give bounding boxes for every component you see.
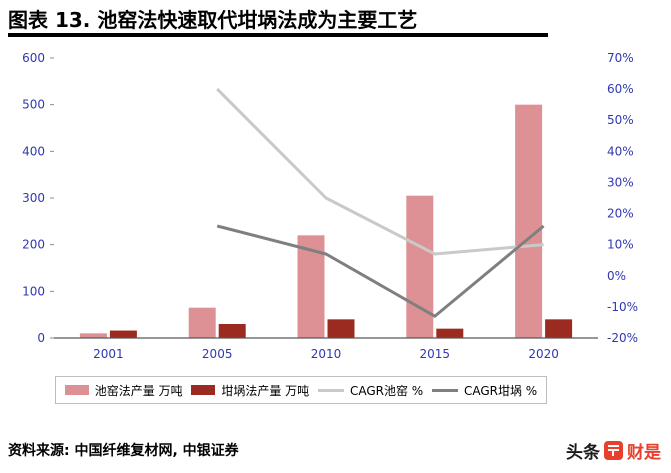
right-axis-tick: 30% [607, 175, 634, 189]
bar-坩埚法产量 万吨-2005 [218, 324, 246, 338]
bar-坩埚法产量 万吨-2015 [436, 328, 464, 338]
watermark: 头条 财是 [566, 438, 661, 463]
legend-label-cagr-pool-kiln: CAGR池窑 % [349, 383, 424, 398]
left-axis-tick: 0 [37, 331, 45, 345]
figure-title: 图表 13. 池窑法快速取代坩埚法成为主要工艺 [8, 8, 418, 32]
x-axis-label: 2020 [528, 347, 559, 361]
right-axis-tick: 40% [607, 144, 634, 158]
legend-label-cagr-crucible: CAGR坩埚 % [463, 383, 538, 398]
legend-swatch-pool-kiln [64, 385, 89, 395]
legend-swatch-cagr-pool-kiln [317, 388, 344, 392]
right-axis-tick: -20% [607, 331, 638, 345]
title-underline [8, 33, 548, 37]
legend-item-cagr-pool-kiln: CAGR池窑 % [317, 382, 424, 399]
right-axis-tick: 70% [607, 51, 634, 65]
legend-item-cagr-crucible: CAGR坩埚 % [431, 382, 538, 399]
left-axis-tick: 600 [22, 51, 45, 65]
right-axis-tick: 60% [607, 82, 634, 96]
right-axis-tick: 0% [607, 269, 626, 283]
bar-池窑法产量 万吨-2020 [515, 104, 543, 338]
legend-swatch-crucible [191, 385, 216, 395]
legend: 池窑法产量 万吨 坩埚法产量 万吨 CAGR池窑 % CAGR坩埚 % [55, 376, 547, 404]
right-axis-tick: 20% [607, 207, 634, 221]
x-axis-label: 2015 [420, 347, 451, 361]
source-note: 资料来源: 中国纤维复材网, 中银证券 [8, 443, 239, 459]
watermark-toutiao-text: 头条 [566, 443, 600, 463]
bar-坩埚法产量 万吨-2010 [327, 319, 355, 338]
legend-swatch-cagr-crucible [431, 388, 458, 392]
line-CAGR坩埚 % [216, 224, 545, 318]
left-axis-tick: 200 [22, 238, 45, 252]
x-axis-label: 2001 [93, 347, 124, 361]
legend-label-crucible: 坩埚法产量 万吨 [221, 383, 310, 398]
bar-池窑法产量 万吨-2005 [188, 307, 216, 338]
bar-坩埚法产量 万吨-2001 [109, 330, 137, 338]
legend-item-crucible-bar: 坩埚法产量 万吨 [191, 382, 309, 399]
x-axis-label: 2010 [311, 347, 342, 361]
x-axis-label: 2005 [202, 347, 233, 361]
legend-label-pool-kiln: 池窑法产量 万吨 [94, 383, 183, 398]
left-axis-tick: 100 [22, 284, 45, 298]
left-axis-tick: 500 [22, 98, 45, 112]
bar-池窑法产量 万吨-2015 [406, 195, 434, 338]
bar-池窑法产量 万吨-2001 [79, 333, 107, 338]
right-axis-tick: 50% [607, 113, 634, 127]
line-CAGR池窑 % [216, 88, 544, 256]
right-axis-tick: 10% [607, 238, 634, 252]
left-axis-tick: 300 [22, 191, 45, 205]
left-axis-tick: 400 [22, 144, 45, 158]
watermark-caishi-text: 财是 [627, 443, 661, 463]
bar-坩埚法产量 万吨-2020 [545, 319, 573, 338]
combo-chart: 0 100 200 300 400 500 600 -20% -10% 0% 10% 20% 30% 40… [22, 51, 638, 361]
right-axis-tick: -10% [607, 300, 638, 314]
toutiao-logo-icon [604, 441, 623, 460]
legend-item-pool-kiln-bar: 池窑法产量 万吨 [64, 382, 183, 399]
